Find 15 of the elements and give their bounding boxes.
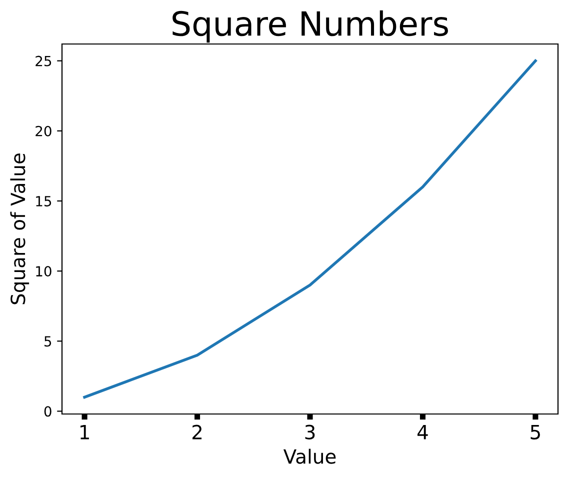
y-tick-label: 10 [36,266,52,277]
x-tick-label: 3 [305,424,315,440]
y-tick-label: 0 [44,406,52,417]
x-tick-label: 5 [530,425,540,440]
x-tick-label: 2 [192,424,202,440]
x-tick-label: 1 [80,425,89,440]
y-tick-label: 15 [36,196,52,206]
x-tick-label: 4 [417,425,428,440]
y-tick-label: 20 [36,126,52,136]
y-axis-title: Square of Value [10,154,30,304]
chart-title: Square Numbers [172,10,448,43]
line-series [83,59,537,399]
x-axis-title: Value [283,448,336,464]
y-tick-label: 5 [44,336,52,347]
y-tick-label: 25 [36,56,52,66]
